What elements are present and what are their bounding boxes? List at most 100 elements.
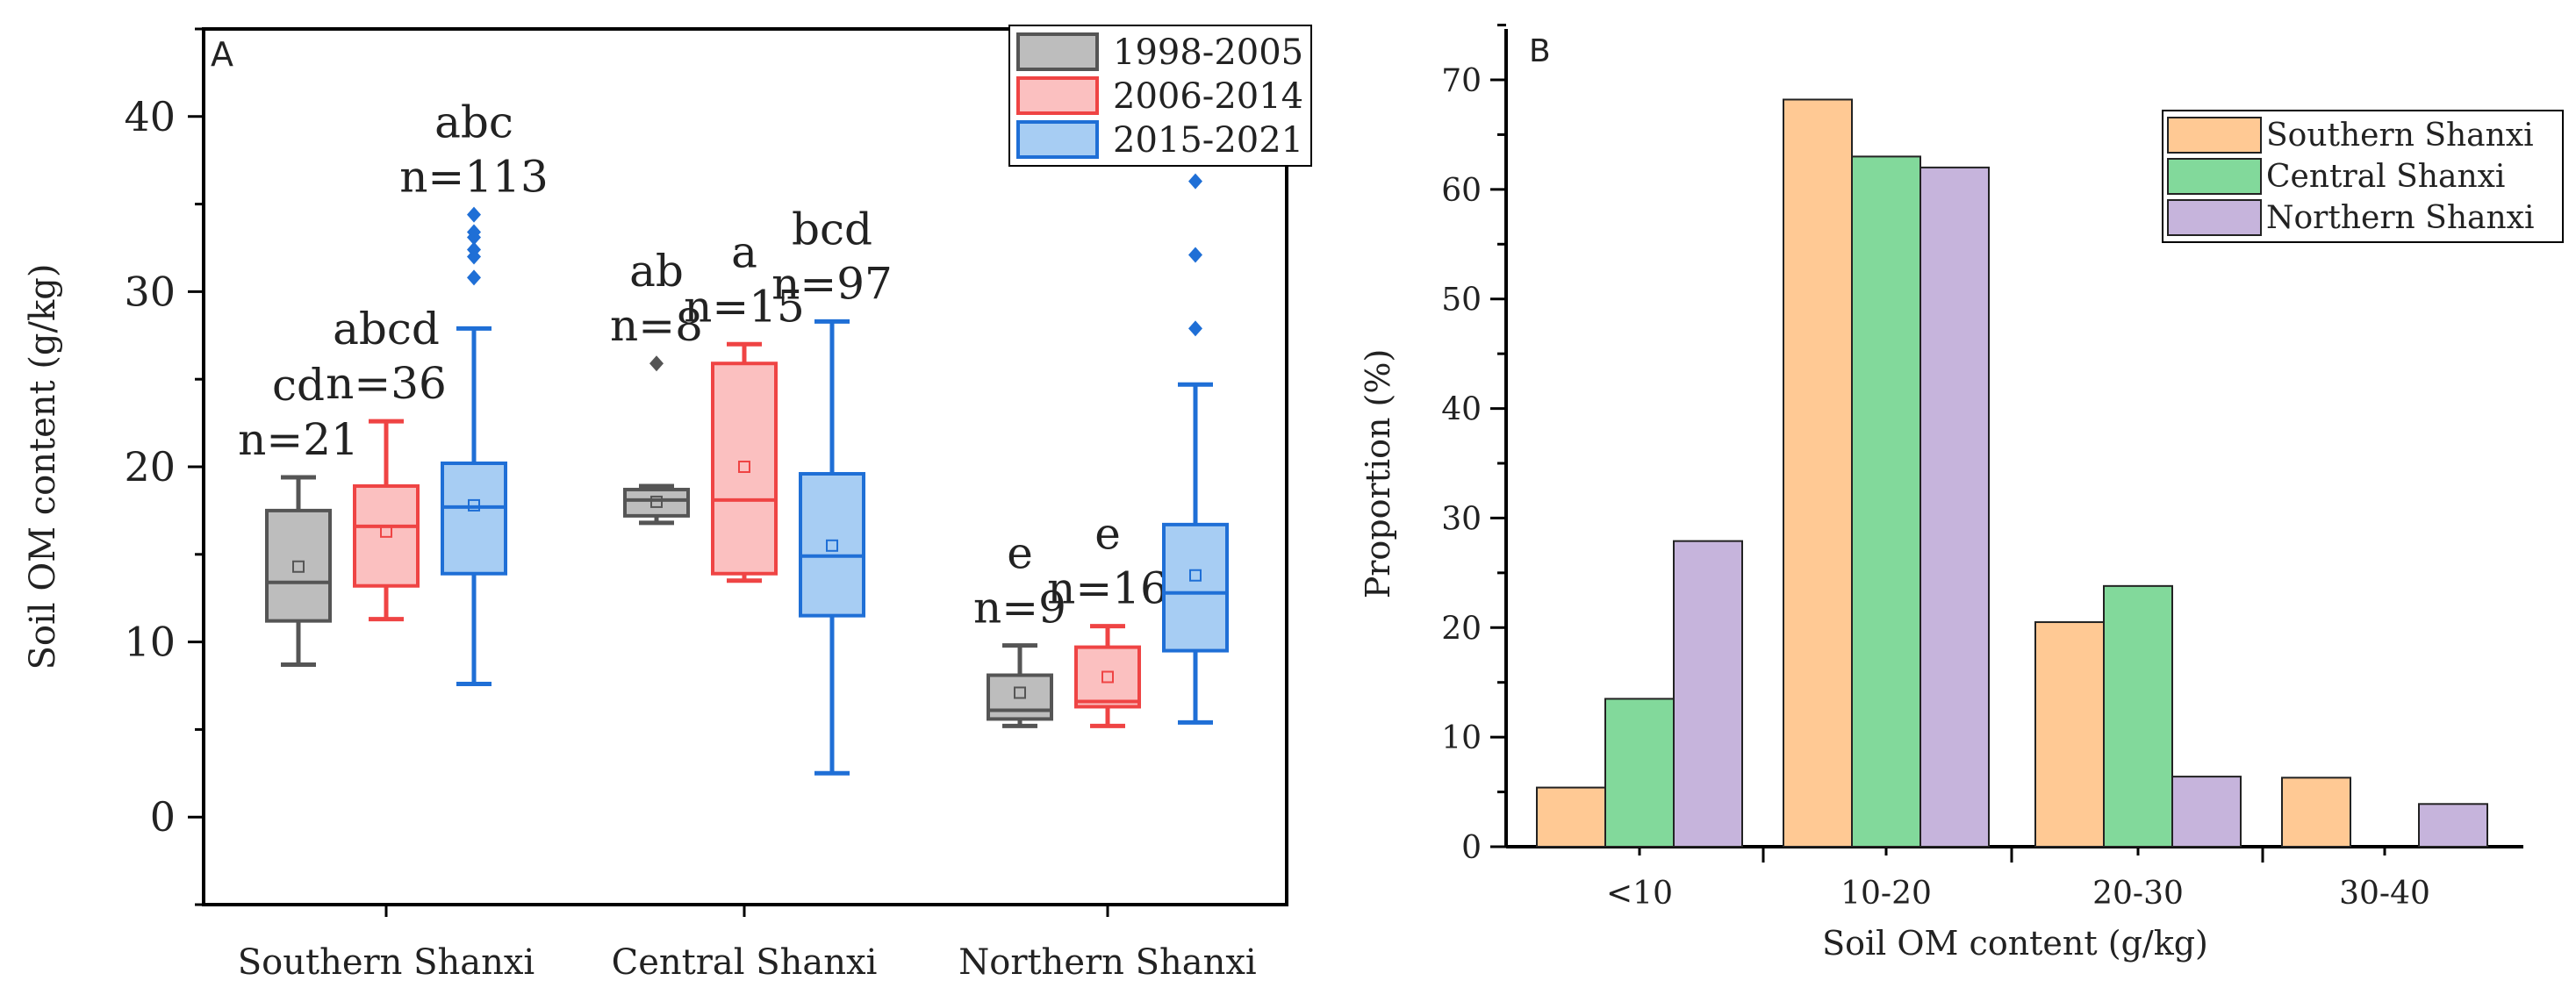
y-tick-label: 30 <box>1441 501 1482 537</box>
mean-marker <box>1014 686 1026 699</box>
panel-label: B <box>1529 33 1551 69</box>
outlier-point <box>1188 173 1202 190</box>
box-central-shanxi-1998-2005: n=8ab <box>610 246 703 526</box>
outlier-point <box>467 206 481 223</box>
significance-letter: e <box>1007 528 1033 579</box>
outlier-point <box>1188 320 1202 337</box>
sample-size-label: n=8 <box>610 300 703 351</box>
bar-central-shanxi-2 <box>2103 584 2173 848</box>
bar-northern-shanxi-0 <box>1673 540 1743 848</box>
iqr-box <box>799 471 865 618</box>
iqr-box <box>711 361 778 576</box>
y-tick-label: 70 <box>1441 63 1482 99</box>
x-tick-label: 20-30 <box>2092 876 2184 912</box>
x-tick-label: 10-20 <box>1841 876 1932 912</box>
bar-northern-shanxi-3 <box>2418 803 2488 848</box>
x-tick-label: <10 <box>1606 876 1673 912</box>
iqr-box <box>265 508 332 623</box>
outlier-point <box>649 355 664 372</box>
sample-size-label: n=113 <box>399 152 549 203</box>
y-tick-label: 10 <box>124 619 176 666</box>
y-tick-label: 50 <box>1441 283 1482 319</box>
legend-label: 2006-2014 <box>1113 76 1303 117</box>
y-tick-label: 60 <box>1441 173 1482 209</box>
legend-swatch <box>2167 117 2262 154</box>
iqr-box <box>353 483 420 588</box>
sample-size-label: n=9 <box>973 583 1066 634</box>
bar-central-shanxi-1 <box>1851 155 1921 848</box>
significance-letter: ab <box>629 246 684 297</box>
iqr-box <box>1074 645 1141 709</box>
panel-b-bar-chart: B 0 10 20 30 40 50 60 70 <10 10-20 20-30 30-40 Soil O… <box>1359 24 2564 963</box>
x-tick-label: Southern Shanxi <box>238 942 535 983</box>
x-tick-label: Central Shanxi <box>612 942 878 983</box>
sample-size-label: n=36 <box>326 358 447 409</box>
panel-a-box-plot: A 0 10 20 30 40 Southern Shanxi Central Shanxi N… <box>23 25 1312 983</box>
bar-northern-shanxi-1 <box>1919 166 1990 848</box>
y-tick-label: 0 <box>150 793 176 841</box>
mean-marker <box>826 539 838 552</box>
outlier-point <box>1188 247 1202 263</box>
mean-marker <box>380 525 392 538</box>
bar-northern-shanxi-2 <box>2171 776 2242 848</box>
significance-letter: cd <box>272 360 325 411</box>
mean-marker <box>1189 569 1202 582</box>
legend-swatch <box>1016 76 1099 115</box>
y-axis-label: Soil OM content (g/kg) <box>23 264 63 670</box>
y-tick-label: 40 <box>1441 392 1482 428</box>
outlier-point <box>467 241 481 258</box>
box-northern-shanxi-1998-2005: n=9e <box>973 528 1066 728</box>
mean-marker <box>292 560 305 573</box>
legend-label: Northern Shanxi <box>2266 200 2535 236</box>
sample-size-label: n=16 <box>1047 563 1168 614</box>
y-axis-label: Proportion (%) <box>1359 349 1397 599</box>
bar-southern-shanxi-1 <box>1783 98 1853 848</box>
mean-marker <box>468 498 480 512</box>
y-tick-label: 20 <box>1441 611 1482 647</box>
legend-swatch <box>2167 158 2262 195</box>
legend-swatch <box>2167 199 2262 236</box>
significance-letter: a <box>731 226 757 277</box>
outlier-point <box>467 269 481 286</box>
significance-letter: abc <box>434 97 513 148</box>
bar-southern-shanxi-0 <box>1536 786 1606 848</box>
legend-label: Central Shanxi <box>2266 159 2505 195</box>
y-tick-label: 20 <box>124 443 176 490</box>
x-tick-label: Northern Shanxi <box>958 942 1256 983</box>
y-tick-label: 10 <box>1441 720 1482 756</box>
sample-size-label: n=15 <box>684 281 805 332</box>
sample-size-label: n=21 <box>238 414 359 465</box>
iqr-box <box>1162 522 1229 653</box>
y-tick-label: 30 <box>124 268 176 315</box>
bar-central-shanxi-0 <box>1604 698 1675 848</box>
legend-label: 1998-2005 <box>1113 32 1303 73</box>
panel-label: A <box>211 35 233 74</box>
significance-letter: abcd <box>333 304 440 354</box>
legend-swatch <box>1016 32 1099 71</box>
legend-swatch <box>1016 120 1099 159</box>
iqr-box <box>987 673 1053 721</box>
box-northern-shanxi-2006-2014: n=16e <box>1047 509 1168 728</box>
mean-marker <box>1101 670 1114 684</box>
iqr-box <box>623 487 690 518</box>
bar-southern-shanxi-2 <box>2034 621 2105 848</box>
legend-label: 2015-2021 <box>1113 120 1303 161</box>
mean-marker <box>650 495 663 508</box>
bar-southern-shanxi-3 <box>2281 777 2351 848</box>
y-tick-label: 40 <box>124 93 176 140</box>
significance-letter: e <box>1094 509 1121 560</box>
legend: Southern Shanxi Central Shanxi Northern Sh… <box>2162 110 2564 243</box>
mean-marker <box>738 461 750 473</box>
box-central-shanxi-2006-2014: n=15a <box>684 226 805 583</box>
outlier-point <box>467 224 481 240</box>
legend-label: Southern Shanxi <box>2266 118 2534 154</box>
x-axis-label: Soil OM content (g/kg) <box>1822 924 2208 963</box>
iqr-box <box>441 462 507 576</box>
sample-size-label: n=97 <box>771 258 893 309</box>
